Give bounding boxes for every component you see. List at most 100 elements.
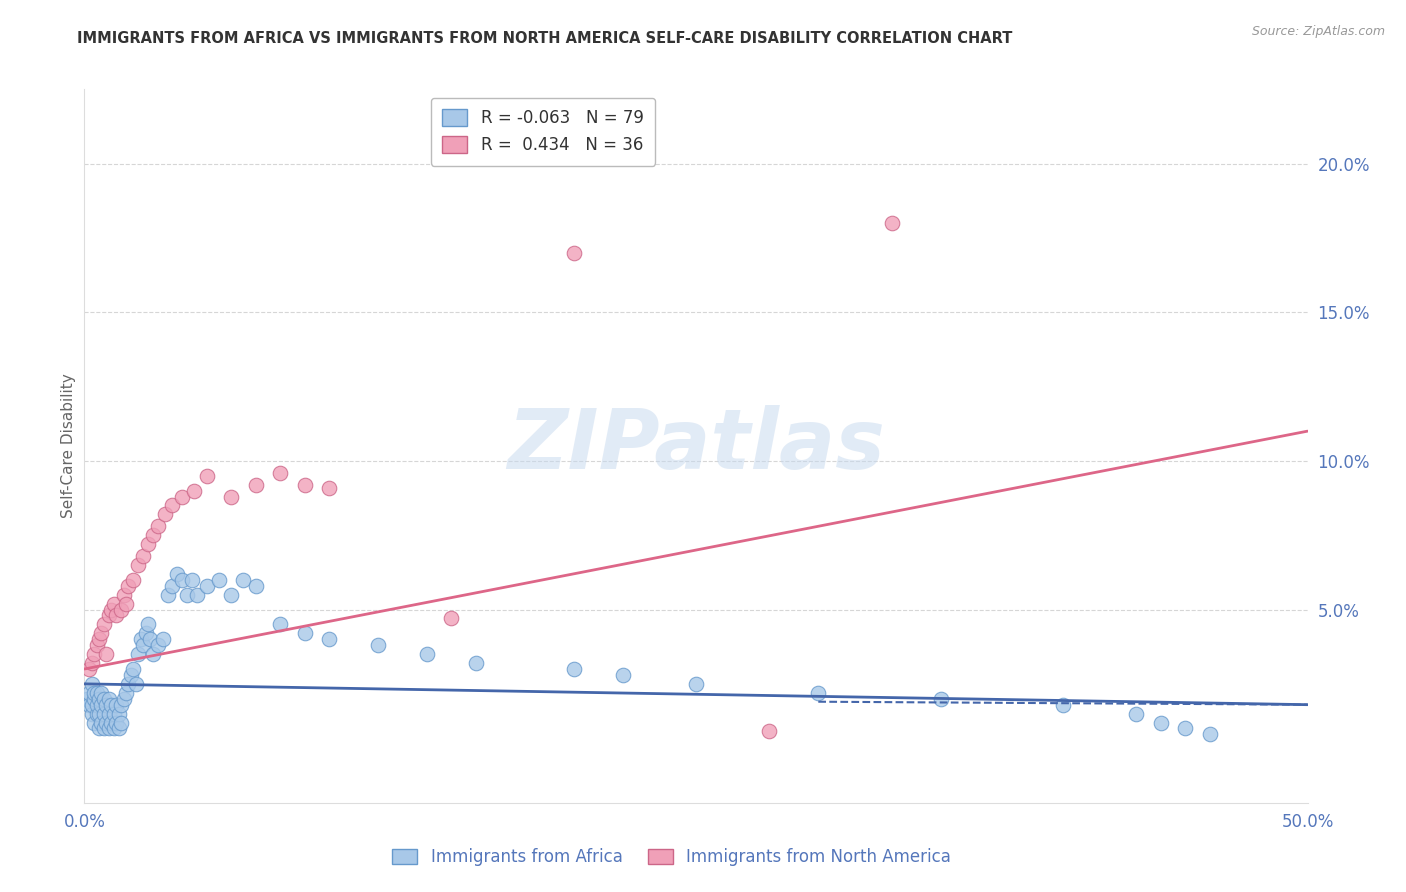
Point [86,706,108,721]
Point [83,686,105,700]
Point [127,647,149,661]
Point [464,656,486,670]
Point [183,483,205,498]
Point [77,686,100,700]
Point [105,698,128,712]
Point [195,468,218,483]
Point [97,608,120,623]
Point [1150,715,1173,730]
Point [86,686,108,700]
Point [294,477,316,491]
Point [146,638,169,652]
Point [135,626,157,640]
Legend: Immigrants from Africa, Immigrants from North America: Immigrants from Africa, Immigrants from … [385,842,957,873]
Point [83,647,105,661]
Point [132,638,155,652]
Point [117,677,139,691]
Point [80,656,103,670]
Point [87,722,110,736]
Point [294,626,316,640]
Point [107,706,129,721]
Point [318,481,340,495]
Point [156,588,179,602]
Point [97,691,120,706]
Point [186,588,208,602]
Point [83,691,105,706]
Point [105,715,128,730]
Point [87,706,110,721]
Point [110,602,132,616]
Point [96,698,118,712]
Point [176,588,198,602]
Point [96,715,118,730]
Point [87,691,110,706]
Point [929,691,952,706]
Point [146,519,169,533]
Point [115,597,138,611]
Point [166,566,188,581]
Point [440,611,463,625]
Point [153,508,176,522]
Point [172,490,194,504]
Point [125,677,148,691]
Point [232,573,254,587]
Point [685,677,707,691]
Point [80,706,103,721]
Point [76,691,98,706]
Point [77,662,100,676]
Point [181,573,204,587]
Point [112,691,135,706]
Point [103,706,125,721]
Point [758,724,780,739]
Point [107,722,129,736]
Point [86,638,108,652]
Point [105,608,128,623]
Point [110,715,132,730]
Point [162,499,184,513]
Point [132,549,155,563]
Point [96,647,118,661]
Point [219,588,242,602]
Point [562,245,585,260]
Point [122,573,145,587]
Point [269,466,291,480]
Point [562,662,585,676]
Point [1125,706,1147,721]
Point [86,698,108,712]
Point [115,686,138,700]
Point [136,617,159,632]
Text: ZIPatlas: ZIPatlas [508,406,884,486]
Point [93,691,115,706]
Point [100,602,122,616]
Point [87,632,110,647]
Point [219,490,242,504]
Point [97,706,120,721]
Point [122,662,145,676]
Point [129,632,152,647]
Point [100,698,122,712]
Point [90,686,112,700]
Point [208,573,231,587]
Point [172,573,194,587]
Point [90,698,112,712]
Point [1052,698,1074,712]
Point [139,632,162,647]
Point [103,722,125,736]
Point [416,647,439,661]
Point [80,677,103,691]
Point [97,722,120,736]
Point [127,558,149,572]
Point [152,632,174,647]
Point [93,706,115,721]
Point [90,626,112,640]
Point [162,579,184,593]
Point [112,588,135,602]
Point [100,715,122,730]
Point [90,715,112,730]
Point [83,715,105,730]
Point [367,638,389,652]
Point [77,698,100,712]
Point [93,617,115,632]
Point [612,668,634,682]
Point [80,698,103,712]
